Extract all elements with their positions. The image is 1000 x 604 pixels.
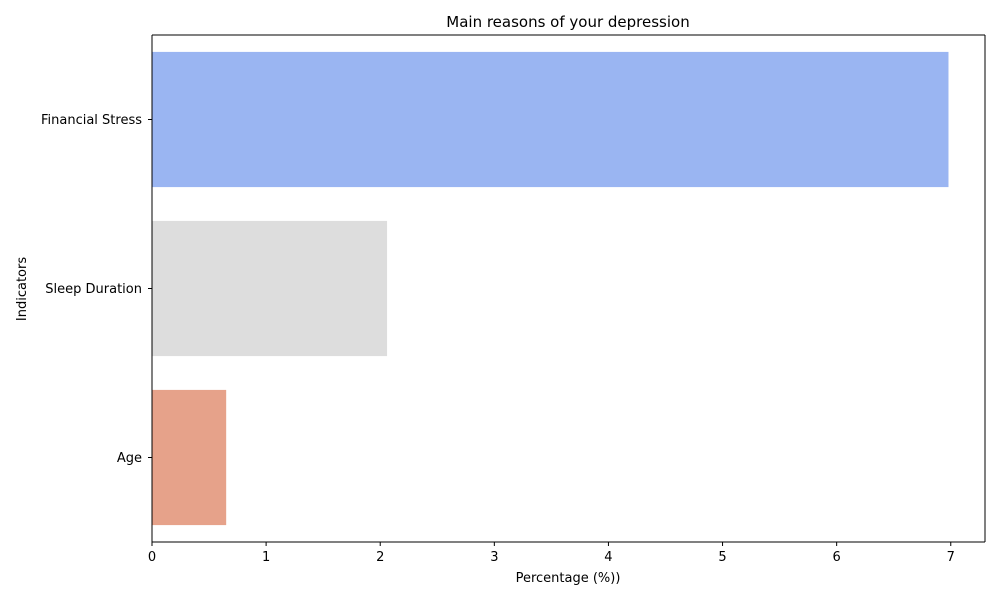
x-tick-label: 3 bbox=[490, 550, 498, 565]
x-tick-label: 4 bbox=[604, 550, 612, 565]
x-tick-label: 5 bbox=[718, 550, 726, 565]
x-tick-label: 7 bbox=[947, 550, 955, 565]
x-tick-label: 6 bbox=[833, 550, 841, 565]
bars-group bbox=[152, 51, 949, 526]
x-tick-label: 0 bbox=[148, 550, 156, 565]
x-axis-label: Percentage (%)) bbox=[516, 571, 621, 586]
chart-title: Main reasons of your depression bbox=[446, 13, 689, 31]
x-tick-label: 1 bbox=[262, 550, 270, 565]
bar-age bbox=[152, 389, 227, 526]
y-tick-label: Financial Stress bbox=[41, 113, 142, 128]
y-tick-label: Age bbox=[117, 451, 142, 466]
y-axis-label: Indicators bbox=[15, 257, 30, 321]
x-tick-label: 2 bbox=[376, 550, 384, 565]
bar-financial-stress bbox=[152, 51, 949, 188]
y-axis-ticks: Financial Stress Sleep Duration Age bbox=[41, 113, 152, 466]
y-tick-label: Sleep Duration bbox=[45, 282, 142, 297]
x-axis-ticks: 0 1 2 3 4 5 6 7 bbox=[148, 542, 955, 565]
bar-sleep-duration bbox=[152, 220, 388, 357]
